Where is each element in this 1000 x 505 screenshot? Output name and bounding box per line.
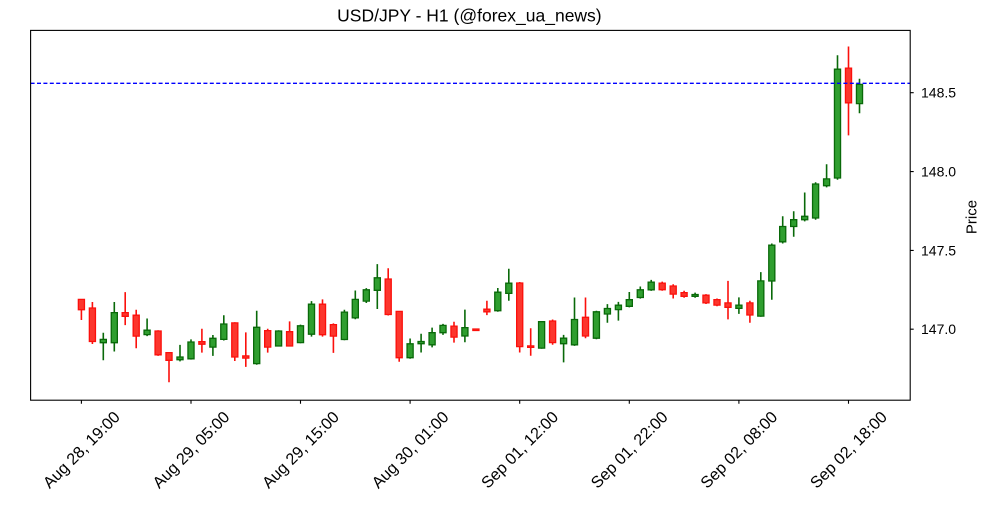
svg-text:147.0: 147.0 bbox=[921, 321, 956, 337]
svg-text:148.0: 148.0 bbox=[921, 164, 956, 180]
svg-text:Price: Price bbox=[964, 200, 981, 234]
svg-text:148.5: 148.5 bbox=[921, 85, 956, 101]
svg-text:147.5: 147.5 bbox=[921, 242, 956, 258]
svg-text:USD/JPY - H1 (@forex_ua_news): USD/JPY - H1 (@forex_ua_news) bbox=[337, 6, 601, 27]
